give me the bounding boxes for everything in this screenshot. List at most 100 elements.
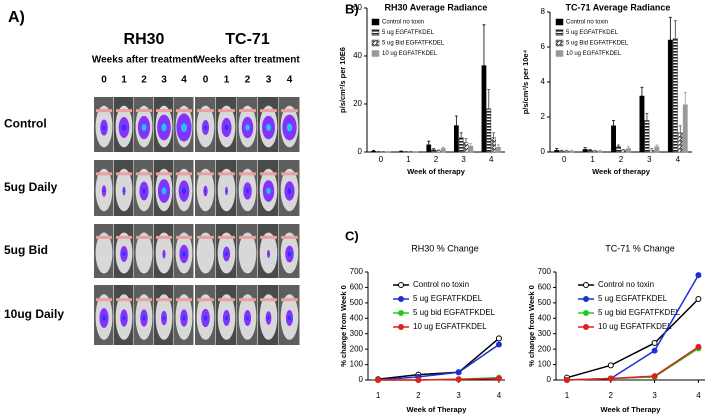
- signal-core: [181, 187, 187, 195]
- bar: [644, 120, 650, 153]
- point: [375, 377, 382, 383]
- series-line: [377, 337, 500, 380]
- y-tick-label: 300: [538, 329, 552, 338]
- ear-tag: [156, 109, 172, 113]
- legend-label: 5 ug EGFATFKDEL: [598, 294, 668, 303]
- legend-marker: [583, 282, 589, 288]
- signal-core: [161, 187, 167, 195]
- chart-title: RH30 % Change: [411, 243, 479, 253]
- x-tick-label: 1: [406, 155, 411, 164]
- ear-tag: [116, 298, 132, 302]
- legend-label: 5 ug EGFATFKDEL: [382, 30, 435, 36]
- ear-tag: [197, 235, 214, 239]
- bar: [649, 150, 655, 153]
- legend-label: 10 ug EGFATFKDEL: [413, 322, 487, 331]
- mouse-body: [95, 232, 113, 274]
- bar: [682, 104, 688, 153]
- signal-core: [163, 253, 165, 255]
- bar: [426, 144, 432, 153]
- ear-tag: [281, 172, 298, 176]
- ear-tag: [281, 235, 298, 239]
- ear-tag: [116, 109, 132, 113]
- week-label: 2: [245, 75, 251, 86]
- legend-swatch: [371, 29, 380, 36]
- error-bar: [640, 86, 644, 96]
- point: [415, 377, 422, 383]
- y-tick-label: 700: [350, 267, 364, 276]
- x-tick-label: 1: [565, 391, 570, 400]
- x-tick-label: 4: [489, 155, 494, 164]
- y-axis-label: % change from Week 0: [339, 285, 348, 367]
- signal-core: [204, 189, 207, 193]
- bar: [491, 137, 496, 153]
- ear-tag: [136, 109, 152, 113]
- signal-core: [181, 123, 187, 132]
- ear-tag: [96, 109, 112, 113]
- x-tick-label: 2: [619, 155, 624, 164]
- signal-core: [203, 315, 208, 321]
- ear-tag: [218, 109, 235, 113]
- y-tick-label: 20: [353, 99, 362, 108]
- bar: [621, 150, 626, 153]
- point: [495, 341, 502, 348]
- chart-title: RH30 Average Radiance: [385, 2, 488, 12]
- legend-label: Control no toxin: [382, 20, 424, 26]
- series-line: [566, 298, 699, 379]
- y-tick-label: 0: [541, 147, 546, 156]
- x-tick-label: 1: [376, 391, 381, 400]
- error-bar: [560, 149, 564, 152]
- bar: [677, 132, 683, 153]
- y-tick-label: 4: [541, 77, 546, 86]
- chart-title: TC-71 % Change: [605, 243, 675, 253]
- week-label: 3: [266, 75, 272, 86]
- error-bar: [432, 148, 436, 150]
- x-tick-label: 3: [456, 391, 461, 400]
- x-tick-label: 4: [497, 391, 502, 400]
- error-bar: [372, 150, 376, 152]
- group-subtitle: Weeks after treatment: [92, 55, 197, 66]
- bar: [559, 150, 565, 153]
- ear-tag: [239, 172, 256, 176]
- bar: [564, 150, 570, 153]
- signal-core: [246, 315, 249, 321]
- error-bar: [454, 115, 458, 126]
- signal-core: [182, 251, 186, 257]
- error-bar: [464, 138, 468, 143]
- bar: [667, 39, 673, 153]
- legend-label: 5 ug Bid EGFATFKDEL: [382, 41, 445, 47]
- week-label: 3: [161, 75, 167, 86]
- signal-core: [123, 190, 125, 192]
- legend-marker: [583, 324, 589, 330]
- signal-core: [267, 253, 270, 255]
- error-bar: [678, 125, 682, 133]
- legend-label: 5 ug EGFATFKDEL: [566, 30, 619, 36]
- week-label: 4: [287, 75, 293, 86]
- y-axis-label: p/s/cm²/s per 10E6: [338, 47, 347, 113]
- ear-tag: [281, 298, 298, 302]
- legend-marker: [583, 310, 589, 316]
- signal-core: [288, 315, 291, 321]
- signal-core: [265, 123, 272, 132]
- week-label: 4: [181, 75, 187, 86]
- group-subtitle: Weeks after treatment: [195, 55, 300, 66]
- bar: [436, 150, 441, 153]
- y-tick-label: 60: [353, 3, 362, 12]
- ear-tag: [197, 109, 214, 113]
- error-bar: [650, 148, 654, 151]
- bar: [496, 146, 501, 153]
- signal-core: [245, 188, 250, 194]
- bar: [440, 148, 446, 153]
- signal-core: [122, 251, 126, 257]
- y-tick-label: 40: [353, 51, 362, 60]
- bar: [554, 150, 560, 153]
- ear-tag: [96, 235, 112, 239]
- y-axis-label: p/s/cm²/s per 10e⁴: [521, 49, 530, 114]
- bar: [654, 146, 660, 153]
- row-label: 5ug Daily: [4, 180, 58, 194]
- point: [695, 343, 702, 350]
- mouse-body: [238, 232, 257, 274]
- ear-tag: [116, 172, 132, 176]
- error-bar: [612, 120, 616, 126]
- bar: [587, 150, 593, 153]
- x-tick-label: 0: [379, 155, 384, 164]
